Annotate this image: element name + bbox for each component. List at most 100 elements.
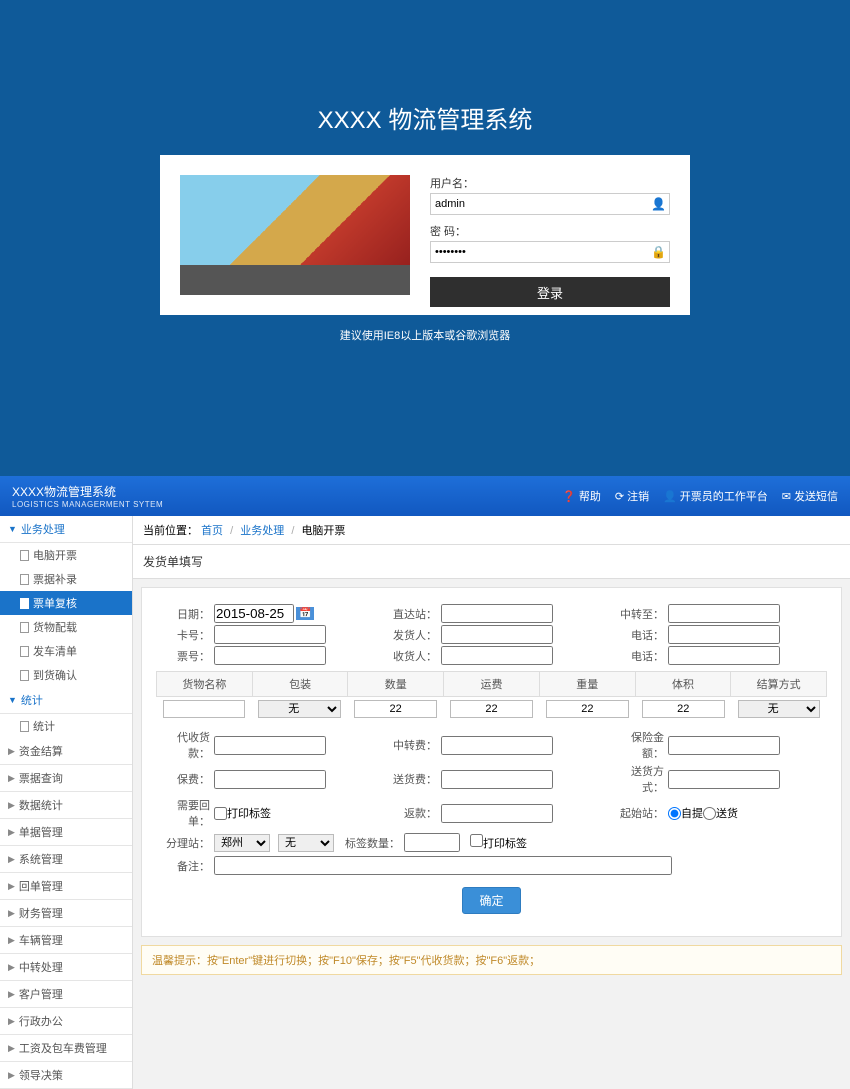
- card-input[interactable]: [214, 625, 326, 644]
- user-icon: 👤: [651, 197, 666, 211]
- login-screen: XXXX 物流管理系统 用户名： 👤 密 码： 🔒 登录 建议使用IE8以上版本…: [0, 0, 850, 476]
- lock-icon: 🔒: [651, 245, 666, 259]
- mail-icon: ✉: [782, 490, 791, 503]
- date-label: 日期：: [156, 606, 214, 622]
- origin-deliver-radio[interactable]: [703, 807, 716, 820]
- origin-self-radio[interactable]: [668, 807, 681, 820]
- sidebar-item[interactable]: 统计: [0, 714, 132, 738]
- main-content: 当前位置： 首页 / 业务处理 / 电脑开票 发货单填写 日期： 📅 直达站： 中…: [133, 516, 850, 1089]
- sms-link[interactable]: ✉发送短信: [782, 488, 838, 504]
- breadcrumb-page: 电脑开票: [301, 525, 345, 537]
- sidebar-item[interactable]: 发车清单: [0, 639, 132, 663]
- remark-input[interactable]: [214, 856, 672, 875]
- app-logo-text: XXXX物流管理系统: [12, 485, 116, 499]
- sidebar-group[interactable]: ▶行政办公: [0, 1008, 132, 1035]
- receiver-input[interactable]: [441, 646, 553, 665]
- sidebar-group[interactable]: ▶领导决策: [0, 1062, 132, 1089]
- rebate-input[interactable]: [441, 804, 553, 823]
- help-icon: ❓: [562, 490, 576, 503]
- sidebar-group[interactable]: ▶回单管理: [0, 873, 132, 900]
- sidebar-group[interactable]: ▶客户管理: [0, 981, 132, 1008]
- qty-input[interactable]: [354, 700, 437, 718]
- settle-select[interactable]: 无: [738, 700, 821, 718]
- weight-input[interactable]: [546, 700, 629, 718]
- goods-name-input[interactable]: [163, 700, 246, 718]
- breadcrumb-cat[interactable]: 业务处理: [240, 525, 284, 537]
- vol-input[interactable]: [642, 700, 725, 718]
- sidebar-group[interactable]: ▶资金结算: [0, 738, 132, 765]
- branch-select2[interactable]: 无: [278, 834, 334, 852]
- direct-input[interactable]: [441, 604, 553, 623]
- browser-tip: 建议使用IE8以上版本或谷歌浏览器: [0, 327, 850, 343]
- doc-icon: [20, 574, 29, 585]
- password-input[interactable]: [430, 241, 670, 263]
- section-title: 发货单填写: [133, 545, 850, 579]
- header-actions: ❓帮助 ⟳注销 👤开票员的工作平台 ✉发送短信: [562, 488, 838, 504]
- transfee-input[interactable]: [441, 736, 553, 755]
- sidebar-item[interactable]: 票单复核: [0, 591, 132, 615]
- doc-icon: [20, 550, 29, 561]
- branch-select[interactable]: 郑州: [214, 834, 270, 852]
- doc-icon: [20, 721, 29, 732]
- sidebar-group[interactable]: ▶车辆管理: [0, 927, 132, 954]
- tag-checkbox[interactable]: [470, 834, 483, 847]
- sidebar-group[interactable]: ▶工资及包车费管理: [0, 1035, 132, 1062]
- login-title: XXXX 物流管理系统: [0, 0, 850, 135]
- submit-button[interactable]: 确定: [462, 887, 520, 914]
- sidebar-group[interactable]: ▶票据查询: [0, 765, 132, 792]
- delivermode-input[interactable]: [668, 770, 780, 789]
- logout-icon: ⟳: [615, 490, 624, 503]
- goods-table-row: 无 无: [156, 697, 827, 721]
- fee-input[interactable]: [450, 700, 533, 718]
- goods-table-header: 货物名称 包装 数量 运费 重量 体积 结算方式: [156, 671, 827, 697]
- sender-input[interactable]: [441, 625, 553, 644]
- sender-phone-input[interactable]: [668, 625, 780, 644]
- sidebar-item[interactable]: 货物配载: [0, 615, 132, 639]
- breadcrumb-home[interactable]: 首页: [201, 525, 223, 537]
- receiver-phone-input[interactable]: [668, 646, 780, 665]
- sidebar-item[interactable]: 电脑开票: [0, 543, 132, 567]
- collect-input[interactable]: [214, 736, 326, 755]
- help-link[interactable]: ❓帮助: [562, 488, 601, 504]
- sidebar-group[interactable]: ▼统计: [0, 687, 132, 714]
- doc-icon: [20, 622, 29, 633]
- tagqty-input[interactable]: [404, 833, 460, 852]
- ticket-input[interactable]: [214, 646, 326, 665]
- sender-label: 发货人：: [383, 627, 441, 643]
- transfer-input[interactable]: [668, 604, 780, 623]
- ticket-label: 票号：: [156, 648, 214, 664]
- direct-label: 直达站：: [383, 606, 441, 622]
- doc-icon: [20, 598, 29, 609]
- login-form: 用户名： 👤 密 码： 🔒 登录: [430, 175, 670, 295]
- receipt-checkbox[interactable]: [214, 807, 227, 820]
- login-hero-image: [180, 175, 410, 295]
- doc-icon: [20, 670, 29, 681]
- insure-amt-input[interactable]: [668, 736, 780, 755]
- workbench-link[interactable]: 👤开票员的工作平台: [663, 488, 768, 504]
- breadcrumb: 当前位置： 首页 / 业务处理 / 电脑开票: [133, 516, 850, 545]
- date-input[interactable]: [214, 604, 294, 623]
- sidebar-group[interactable]: ▶系统管理: [0, 846, 132, 873]
- sidebar-group[interactable]: ▼业务处理: [0, 516, 132, 543]
- insure-input[interactable]: [214, 770, 326, 789]
- logout-link[interactable]: ⟳注销: [615, 488, 649, 504]
- app-screen: XXXX物流管理系统 LOGISTICS MANAGERMENT SYTEM ❓…: [0, 476, 850, 1089]
- receiver-label: 收货人：: [383, 648, 441, 664]
- app-logo: XXXX物流管理系统 LOGISTICS MANAGERMENT SYTEM: [12, 483, 163, 509]
- login-button[interactable]: 登录: [430, 277, 670, 307]
- username-input[interactable]: [430, 193, 670, 215]
- pack-select[interactable]: 无: [258, 700, 341, 718]
- app-logo-sub: LOGISTICS MANAGERMENT SYTEM: [12, 500, 163, 509]
- calendar-icon[interactable]: 📅: [296, 607, 314, 620]
- sidebar-item[interactable]: 到货确认: [0, 663, 132, 687]
- card-label: 卡号：: [156, 627, 214, 643]
- sidebar-group[interactable]: ▶财务管理: [0, 900, 132, 927]
- sidebar-item[interactable]: 票据补录: [0, 567, 132, 591]
- sidebar-group[interactable]: ▶中转处理: [0, 954, 132, 981]
- receiver-phone-label: 电话：: [610, 648, 668, 664]
- sidebar-group[interactable]: ▶数据统计: [0, 792, 132, 819]
- password-label: 密 码：: [430, 223, 670, 239]
- transfer-label: 中转至：: [610, 606, 668, 622]
- sidebar-group[interactable]: ▶单据管理: [0, 819, 132, 846]
- deliverfee-input[interactable]: [441, 770, 553, 789]
